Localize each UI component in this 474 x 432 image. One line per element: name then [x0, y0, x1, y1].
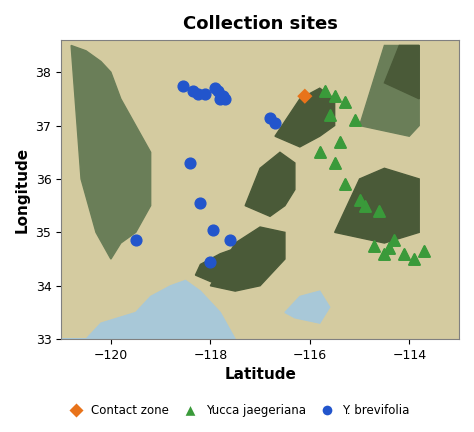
- Point: [381, 250, 388, 257]
- Point: [391, 237, 398, 244]
- Point: [271, 119, 279, 126]
- Point: [189, 87, 197, 94]
- Polygon shape: [195, 248, 250, 286]
- Point: [371, 242, 378, 249]
- X-axis label: Latitude: Latitude: [224, 368, 296, 382]
- Point: [201, 90, 209, 97]
- Point: [341, 181, 348, 188]
- Polygon shape: [275, 88, 335, 147]
- Point: [385, 245, 393, 252]
- Point: [410, 256, 418, 263]
- Point: [361, 202, 368, 209]
- Point: [420, 248, 428, 254]
- Point: [356, 197, 364, 204]
- Point: [227, 237, 234, 244]
- Point: [361, 202, 368, 209]
- Point: [326, 111, 334, 118]
- Point: [331, 159, 338, 166]
- Polygon shape: [245, 152, 295, 216]
- Point: [410, 256, 418, 263]
- Point: [219, 93, 227, 100]
- Y-axis label: Longitude: Longitude: [15, 146, 30, 233]
- Polygon shape: [335, 168, 419, 243]
- Point: [375, 207, 383, 214]
- Point: [401, 250, 408, 257]
- Point: [341, 98, 348, 105]
- Polygon shape: [71, 45, 151, 259]
- Point: [356, 197, 364, 204]
- Point: [187, 159, 194, 166]
- Point: [211, 85, 219, 92]
- Point: [331, 93, 338, 100]
- Point: [197, 200, 204, 206]
- Point: [341, 98, 348, 105]
- Point: [194, 90, 202, 97]
- Point: [371, 242, 378, 249]
- Polygon shape: [285, 291, 330, 323]
- Point: [341, 181, 348, 188]
- Point: [331, 159, 338, 166]
- Point: [207, 258, 214, 265]
- Legend: Contact zone, Yucca jaegeriana, Y. brevifolia: Contact zone, Yucca jaegeriana, Y. brevi…: [59, 399, 415, 422]
- Polygon shape: [384, 45, 419, 99]
- Point: [214, 87, 222, 94]
- Polygon shape: [210, 227, 285, 291]
- Point: [301, 93, 309, 100]
- Point: [132, 237, 139, 244]
- Point: [385, 245, 393, 252]
- Point: [179, 82, 187, 89]
- Point: [316, 149, 324, 156]
- Point: [316, 149, 324, 156]
- Point: [351, 117, 358, 124]
- Title: Collection sites: Collection sites: [182, 15, 337, 33]
- Point: [381, 250, 388, 257]
- Point: [401, 250, 408, 257]
- Point: [331, 93, 338, 100]
- Point: [351, 117, 358, 124]
- Polygon shape: [61, 280, 235, 339]
- Point: [221, 95, 229, 102]
- Point: [375, 207, 383, 214]
- Point: [336, 138, 344, 145]
- Point: [217, 95, 224, 102]
- Point: [391, 237, 398, 244]
- Point: [266, 114, 274, 121]
- Point: [321, 87, 328, 94]
- Polygon shape: [360, 45, 419, 136]
- Point: [209, 226, 217, 233]
- Point: [321, 87, 328, 94]
- Point: [420, 248, 428, 254]
- Point: [326, 111, 334, 118]
- Point: [336, 138, 344, 145]
